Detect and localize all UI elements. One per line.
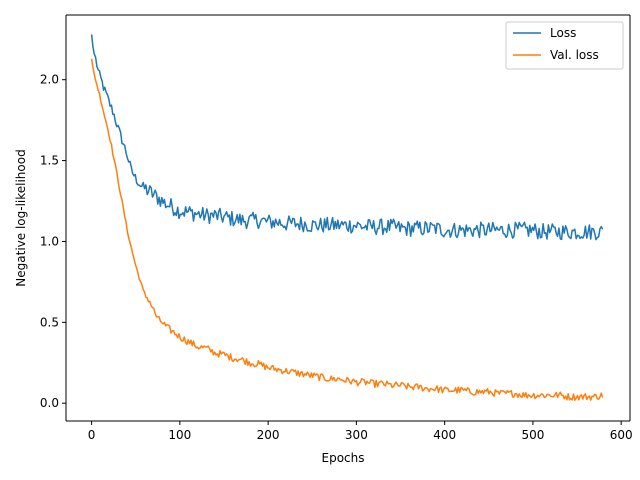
y-tick-label: 1.0 (40, 234, 59, 248)
x-tick-label: 0 (88, 428, 96, 442)
ticks-layer: 0 100 200 300 400 500 600 0.0 0.5 1.0 1.5 2.0 (40, 73, 633, 442)
legend: Loss Val. loss (505, 21, 624, 70)
x-tick-label: 100 (168, 428, 191, 442)
series-layer (90, 34, 604, 401)
series-line-loss (90, 34, 604, 241)
y-tick-label: 2.0 (40, 73, 59, 87)
legend-label-val-loss: Val. loss (550, 48, 599, 62)
x-tick-label: 400 (433, 428, 456, 442)
y-tick-label: 0.0 (40, 396, 59, 410)
x-axis-label: Epochs (322, 451, 365, 465)
y-axis-label: Negative log-likelihood (14, 149, 28, 286)
axes-layer (65, 14, 631, 422)
x-tick-label: 300 (345, 428, 368, 442)
y-tick-label: 0.5 (40, 315, 59, 329)
x-tick-label: 600 (610, 428, 633, 442)
plot-area (66, 15, 630, 421)
legend-label-loss: Loss (550, 26, 576, 40)
x-tick-label: 200 (257, 428, 280, 442)
y-tick-label: 1.5 (40, 154, 59, 168)
series-line-val-loss (90, 58, 604, 401)
x-tick-label: 500 (521, 428, 544, 442)
